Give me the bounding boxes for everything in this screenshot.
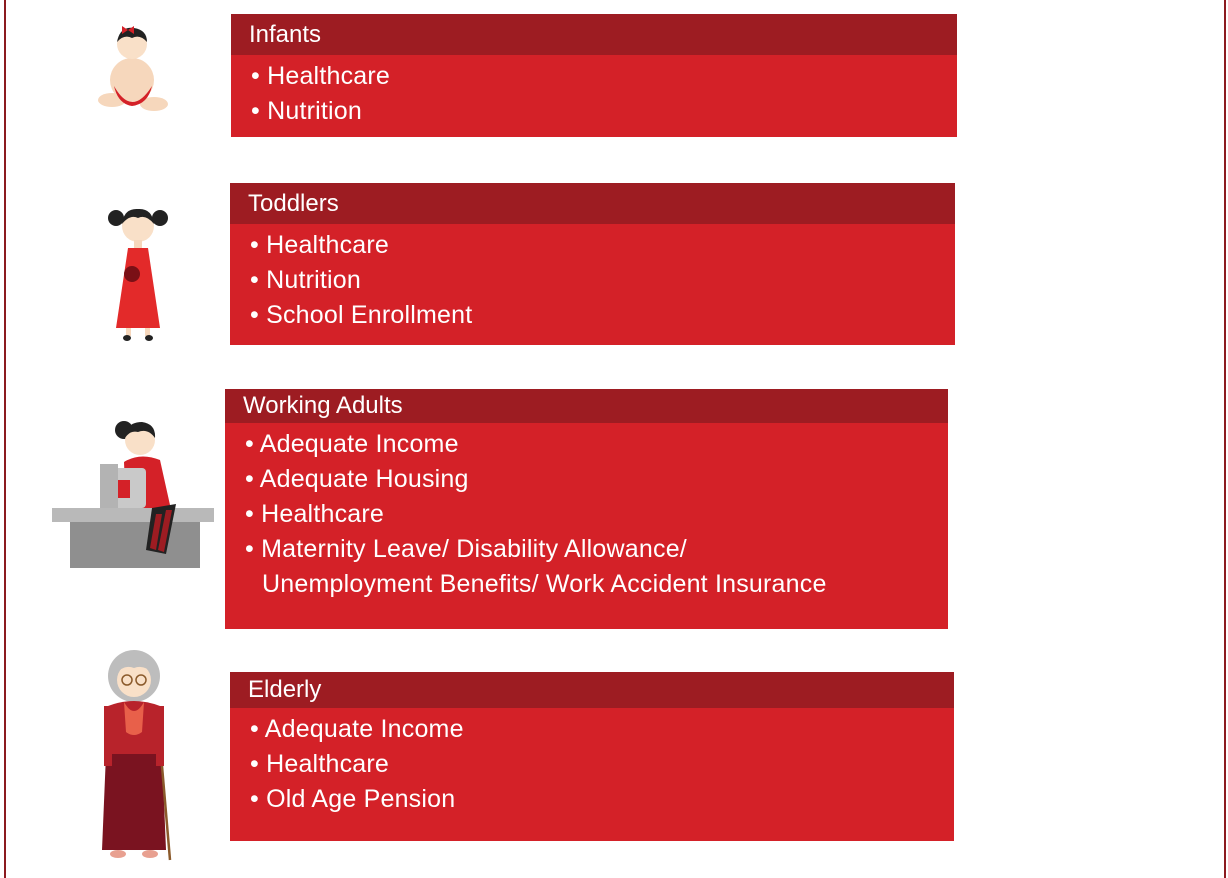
card-item: • Adequate Housing [245,465,469,493]
card-item: • Healthcare [245,500,384,528]
card: Toddlers • Healthcare • Nutrition • School … [230,183,955,345]
card-title: Elderly [230,672,954,708]
worker-icon [52,421,214,568]
infant-icon [98,26,168,111]
card-item: • Maternity Leave/ Disability Allowance/… [245,535,827,598]
card-title: Toddlers [230,183,955,224]
card-item: • Nutrition [250,266,361,294]
right-border [1224,0,1226,878]
card-title: Working Adults [225,389,948,423]
card-item: • Healthcare [250,750,389,778]
left-border [4,0,6,878]
toddler-icon [108,208,168,341]
card-item: • Nutrition [251,97,362,125]
elderly-icon [102,650,172,861]
card-items: • Adequate Income • Healthcare • Old Age P… [230,708,954,817]
card-item: • School Enrollment [250,301,473,329]
card: Elderly • Adequate Income • Healthcare • Ol… [230,672,954,841]
card-items: • Healthcare • Nutrition [231,55,957,129]
card-item: • Old Age Pension [250,785,456,813]
card-items: • Adequate Income • Adequate Housing • Hea… [225,423,948,602]
card-items: • Healthcare • Nutrition • School Enrollme… [230,224,955,333]
card-item: • Adequate Income [250,715,464,743]
card: Working Adults • Adequate Income • Adequat… [225,389,948,629]
card-title: Infants [231,14,957,55]
card-item: • Adequate Income [245,430,459,458]
card: Infants • Healthcare • Nutrition [231,14,957,137]
card-item: • Healthcare [251,62,390,90]
card-item: • Healthcare [250,231,389,259]
